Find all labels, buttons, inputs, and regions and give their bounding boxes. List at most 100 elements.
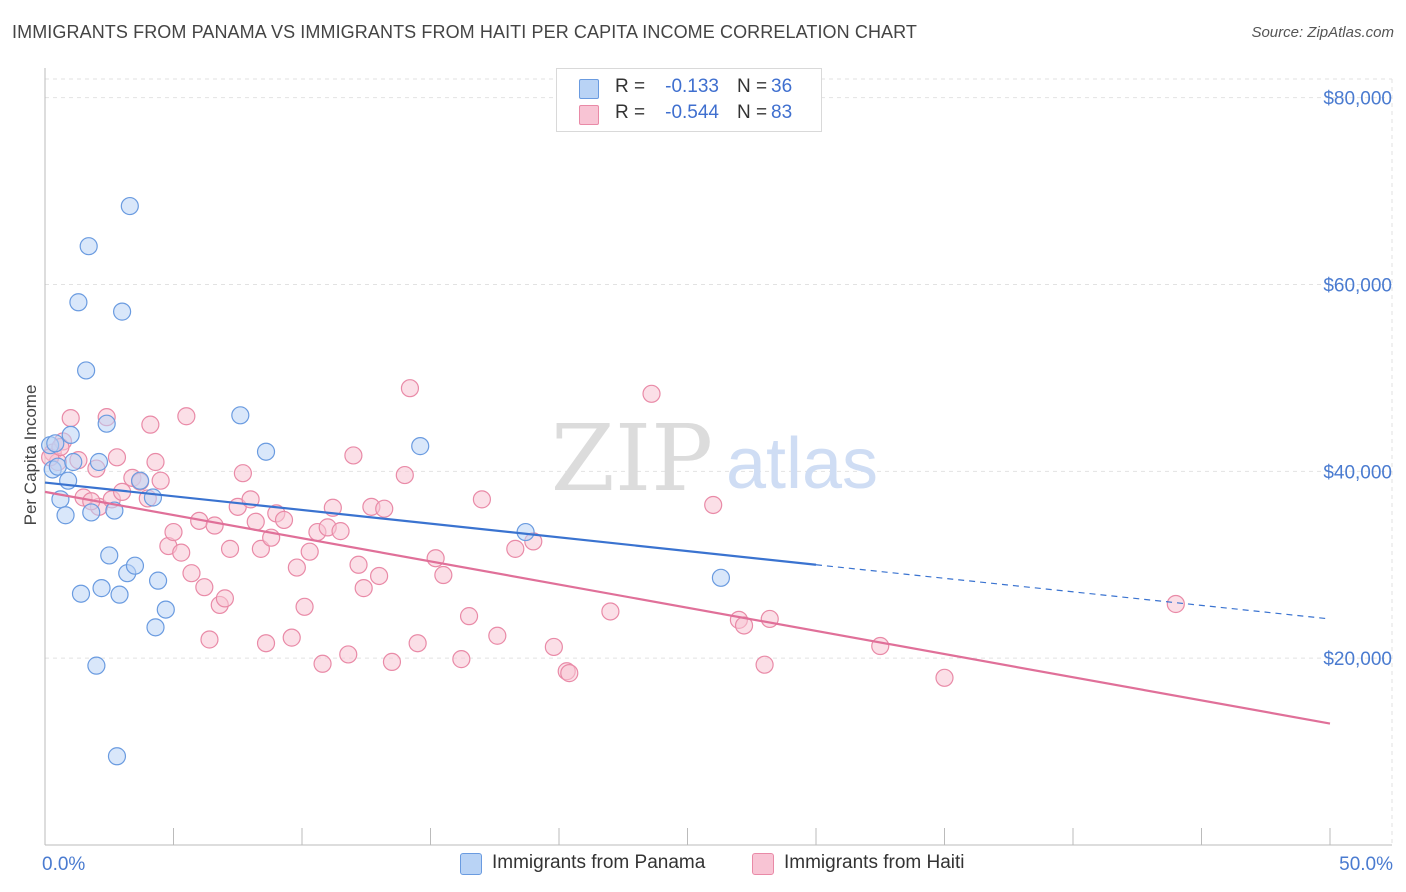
- n-value-haiti: 83: [771, 102, 793, 123]
- haiti-point-64: [488, 626, 507, 645]
- panama-point-20: [110, 585, 129, 604]
- r-value-panama: -0.133: [665, 76, 719, 97]
- haiti-point-56: [395, 465, 414, 485]
- panama-point-7: [61, 425, 80, 445]
- panama-point-2: [46, 434, 65, 453]
- panama-point-27: [148, 571, 168, 590]
- panama-point-8: [64, 452, 83, 472]
- trend-lines: [44, 481, 1331, 725]
- haiti-point-54: [375, 499, 394, 518]
- haiti-point-53: [370, 566, 389, 586]
- haiti-point-47: [331, 522, 350, 541]
- x-tick-label-0: 0.0%: [42, 854, 85, 875]
- haiti-point-55: [382, 652, 402, 672]
- haiti-point-25: [200, 630, 219, 649]
- panama-swatch: [579, 79, 599, 99]
- haiti-point-21: [177, 407, 196, 426]
- haiti-point-79: [1166, 594, 1185, 614]
- haiti-point-41: [295, 597, 314, 616]
- haiti-point-31: [233, 464, 252, 483]
- panama-point-9: [69, 293, 88, 312]
- haiti-trend-line: [44, 490, 1331, 725]
- r-value-haiti: -0.544: [665, 102, 719, 123]
- panama-point-28: [156, 600, 175, 619]
- panama-point-21: [112, 302, 132, 321]
- haiti-point-63: [472, 490, 491, 509]
- n-label: N =: [737, 102, 768, 123]
- panama-point-17: [97, 414, 116, 433]
- haiti-point-26: [205, 516, 224, 535]
- r-label: R =: [615, 102, 646, 123]
- panama-point-26: [143, 488, 163, 507]
- haiti-point-62: [459, 607, 479, 626]
- haiti-point-48: [339, 645, 358, 664]
- axes: [44, 68, 1392, 846]
- haiti-point-39: [282, 628, 301, 647]
- haiti-point-61: [452, 650, 471, 669]
- panama-point-14: [87, 656, 106, 675]
- panama-trend-line: [44, 481, 817, 566]
- haiti-point-65: [506, 539, 525, 558]
- panama-point-19: [105, 501, 124, 520]
- panama-point-23: [120, 196, 139, 216]
- haiti-point-40: [287, 558, 306, 577]
- watermark: ZIP atlas: [551, 405, 878, 512]
- panama-point-29: [146, 618, 165, 637]
- haiti-point-3: [61, 408, 80, 428]
- haiti-point-49: [344, 446, 363, 465]
- x-tick-labels: 0.0% 50.0%: [42, 854, 1393, 875]
- n-label: N =: [737, 76, 768, 97]
- haiti-point-17: [151, 471, 170, 490]
- panama-point-18: [100, 546, 119, 565]
- y-tick-label-3: $80,000: [1323, 89, 1392, 110]
- panama-point-30: [107, 747, 127, 766]
- panama-point-5: [56, 506, 75, 525]
- y-tick-labels: $20,000 $40,000 $60,000 $80,000: [1323, 89, 1392, 670]
- haiti-point-28: [215, 589, 234, 608]
- n-value-panama: 36: [771, 76, 793, 97]
- panama-point-13: [82, 503, 101, 522]
- haiti-point-20: [172, 543, 191, 562]
- haiti-point-67: [544, 637, 563, 657]
- haiti-point-34: [251, 539, 270, 558]
- panama-point-31: [231, 406, 250, 425]
- haiti-point-69: [560, 664, 579, 683]
- haiti-point-10: [107, 448, 127, 467]
- haiti-point-15: [141, 415, 160, 434]
- watermark-atlas: atlas: [726, 424, 878, 504]
- y-axis-title: Per Capita Income: [21, 385, 40, 526]
- panama-point-15: [89, 452, 109, 472]
- panama-point-32: [256, 442, 276, 461]
- y-tick-label-1: $40,000: [1323, 462, 1392, 483]
- source-credit: Source: ZipAtlas.com: [1251, 24, 1394, 41]
- y-tick-label-0: $20,000: [1323, 649, 1392, 670]
- panama-point-11: [77, 361, 96, 380]
- haiti-legend-label: Immigrants from Haiti: [784, 852, 965, 873]
- haiti-point-35: [256, 634, 276, 653]
- y-tick-label-2: $60,000: [1323, 276, 1392, 297]
- haiti-point-71: [642, 384, 661, 403]
- haiti-legend-swatch: [752, 853, 774, 875]
- haiti-point-42: [300, 542, 319, 561]
- panama-legend-swatch: [460, 853, 482, 875]
- r-label: R =: [615, 76, 646, 97]
- haiti-point-75: [755, 655, 774, 674]
- panama-point-10: [71, 584, 91, 603]
- panama-legend-label: Immigrants from Panama: [492, 852, 706, 873]
- haiti-point-19: [164, 522, 183, 542]
- panama-point-12: [79, 237, 98, 256]
- haiti-point-44: [313, 654, 332, 673]
- haiti-point-50: [349, 555, 368, 574]
- haiti-point-78: [935, 668, 954, 687]
- panama-point-24: [125, 556, 145, 575]
- grid-lines: [45, 78, 1393, 845]
- haiti-point-24: [195, 578, 214, 597]
- panama-point-25: [130, 471, 150, 490]
- haiti-point-16: [146, 452, 165, 472]
- panama-trend-extension: [815, 564, 1331, 620]
- haiti-swatch: [579, 105, 599, 125]
- haiti-point-77: [871, 636, 890, 656]
- chart-title: IMMIGRANTS FROM PANAMA VS IMMIGRANTS FRO…: [12, 22, 918, 42]
- haiti-point-22: [182, 564, 201, 583]
